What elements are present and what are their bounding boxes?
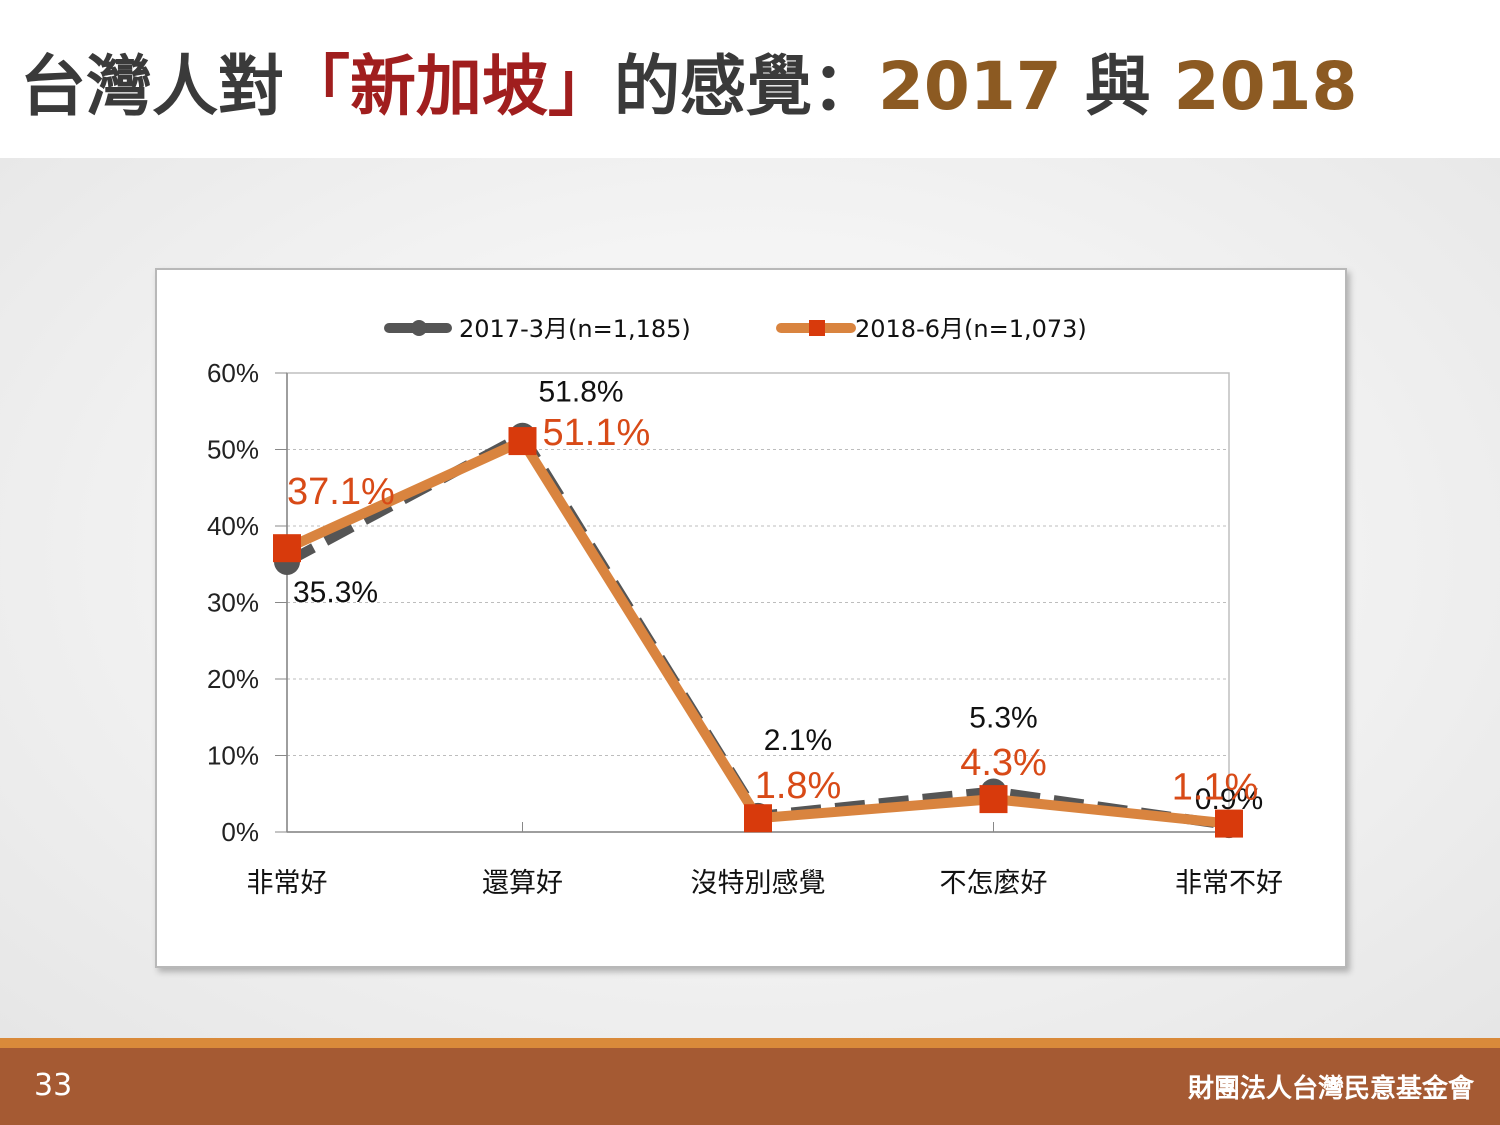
legend-2017-marker-icon (411, 320, 427, 336)
series-2018-data-label: 1.8% (755, 765, 842, 807)
series-2017-data-label: 5.3% (969, 701, 1037, 734)
series-2018-point (508, 427, 537, 456)
footer-bar: 33 財團法人台灣民意基金會 (0, 1048, 1500, 1125)
title-year-2018: 2018 (1173, 48, 1358, 125)
series-2018-point (744, 804, 772, 833)
y-tick-label: 10% (207, 741, 259, 771)
x-category-label: 沒特別感覺 (691, 868, 826, 899)
series-2018-data-label: 4.3% (960, 742, 1047, 784)
y-tick-label: 0% (221, 817, 259, 847)
y-tick-label: 30% (207, 588, 259, 618)
y-tick-label: 50% (207, 435, 259, 465)
organization-name: 財團法人台灣民意基金會 (1187, 1074, 1474, 1104)
series-2017-data-label: 0.9% (1195, 783, 1263, 816)
chart-panel: 0% 10% 20% 30% 40% 50% 60% 非常好 還算好 沒特別感覺 不怎麼好 非常不好 3… (155, 268, 1347, 968)
title-joiner: 與 (1061, 48, 1174, 125)
series-2017-data-label: 35.3% (293, 576, 378, 609)
series-2017-data-label: 2.1% (764, 724, 832, 757)
series-2018-data-label: 51.1% (543, 412, 651, 454)
series-2018-data-label: 37.1% (287, 471, 395, 513)
series-2018-point (1215, 809, 1243, 838)
x-category-label: 不怎麼好 (940, 868, 1048, 899)
title-year-2017: 2017 (878, 48, 1062, 125)
footer-accent-line (0, 1038, 1500, 1048)
y-tick-label: 20% (207, 664, 259, 694)
legend-2017-label: 2017-3月(n=1,185) (459, 315, 691, 343)
series-2017-data-label: 51.8% (539, 376, 624, 409)
series-2018-point (979, 785, 1008, 814)
line-chart: 0% 10% 20% 30% 40% 50% 60% 非常好 還算好 沒特別感覺 不怎麼好 非常不好 3… (207, 315, 1283, 899)
title-band: 台灣人對「新加坡」的感覺：2017 與 2018 (0, 0, 1500, 158)
title-keyword: 「新加坡」 (284, 48, 614, 125)
slide-title: 台灣人對「新加坡」的感覺：2017 與 2018 (20, 42, 1357, 132)
y-tick-label: 40% (207, 511, 259, 541)
page-number: 33 (34, 1068, 73, 1103)
y-tick-label: 60% (207, 358, 259, 388)
series-2018-data-label: 1.1% (1172, 767, 1259, 809)
title-part2: 的感覺： (614, 48, 878, 125)
x-category-label: 非常不好 (1175, 868, 1283, 899)
title-part1: 台灣人對 (20, 48, 284, 125)
legend-2018-marker-icon (809, 320, 825, 336)
series-2018-point (273, 534, 301, 563)
legend-2018-label: 2018-6月(n=1,073) (855, 315, 1087, 343)
x-category-label: 還算好 (482, 868, 563, 899)
x-category-label: 非常好 (247, 868, 328, 899)
